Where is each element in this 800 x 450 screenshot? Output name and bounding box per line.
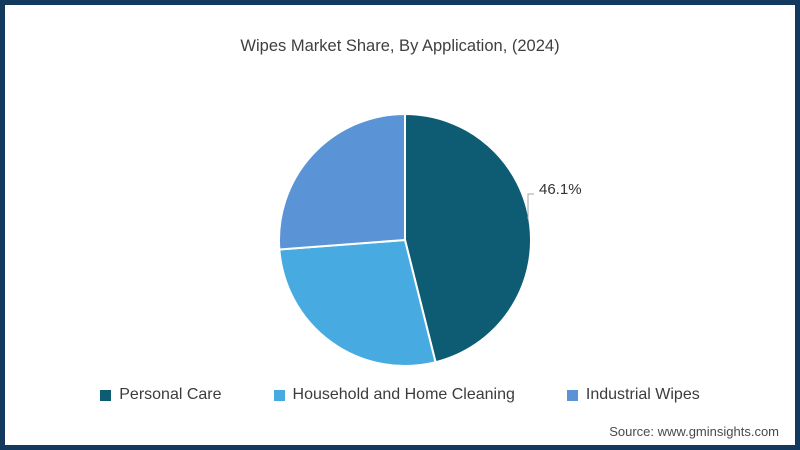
slice-value-label: 46.1% bbox=[539, 181, 582, 198]
pie-slice-industrial-wipes bbox=[278, 112, 406, 251]
legend-swatch-household-cleaning bbox=[273, 389, 285, 401]
legend-label-industrial-wipes: Industrial Wipes bbox=[585, 386, 700, 403]
chart-title: Wipes Market Share, By Application, (202… bbox=[240, 37, 560, 55]
legend-item-industrial-wipes: Industrial Wipes bbox=[566, 386, 700, 404]
pie-chart bbox=[278, 112, 534, 367]
source-attribution: Source: www.gminsights.com bbox=[609, 424, 779, 439]
legend-item-personal-care: Personal Care bbox=[100, 386, 222, 404]
pie-slice-personal-care bbox=[404, 112, 532, 364]
legend: Personal Care Household and Home Cleanin… bbox=[5, 386, 795, 404]
pie-slices-group bbox=[278, 112, 532, 367]
pie-slice-household-and-home-cleaning bbox=[278, 238, 437, 367]
legend-label-personal-care: Personal Care bbox=[119, 386, 222, 403]
legend-label-household-cleaning: Household and Home Cleaning bbox=[292, 386, 515, 403]
legend-swatch-industrial-wipes bbox=[566, 389, 578, 401]
legend-swatch-personal-care bbox=[100, 389, 112, 401]
callout-line bbox=[527, 193, 534, 219]
legend-item-household-cleaning: Household and Home Cleaning bbox=[273, 386, 515, 404]
